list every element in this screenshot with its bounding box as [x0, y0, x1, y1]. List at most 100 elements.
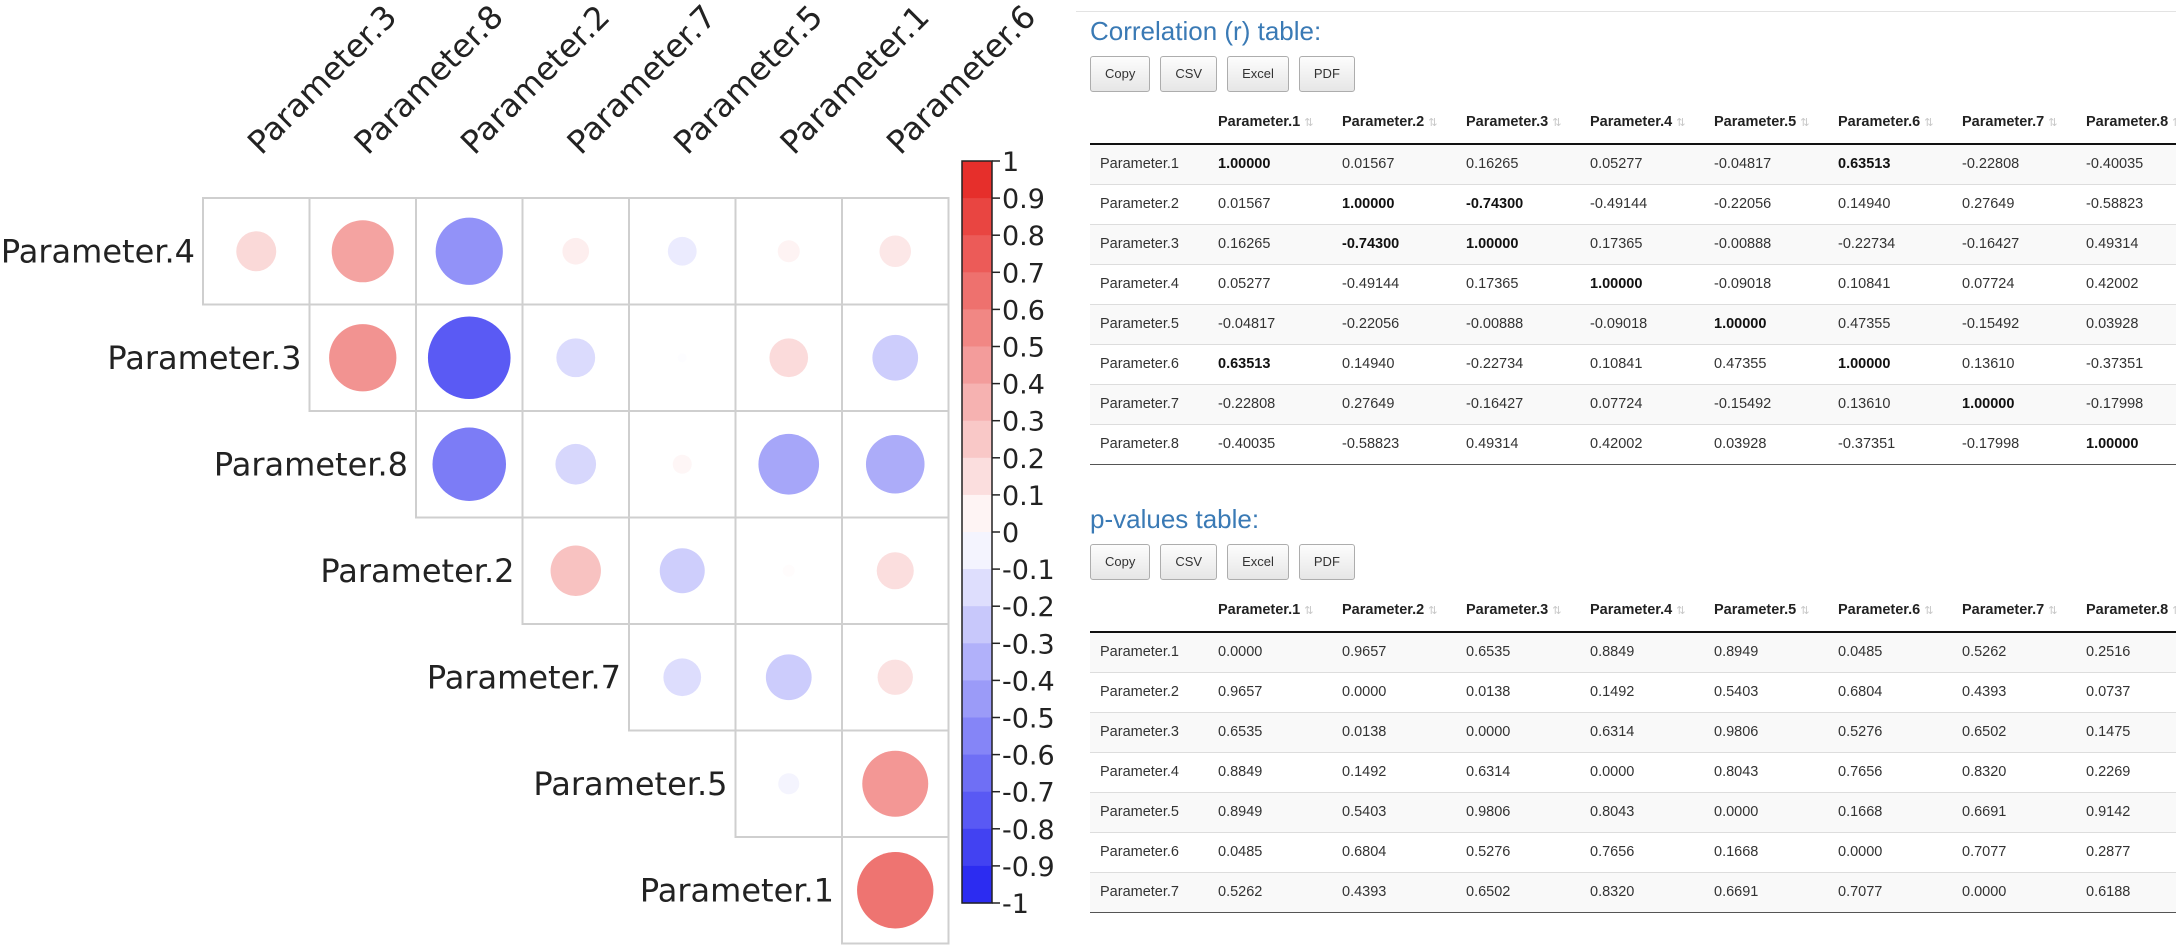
excel-export-button[interactable]: Excel	[1227, 56, 1289, 92]
table-row: Parameter.3 0.6535 0.0138 0.0000 0.6314 0.980…	[1090, 711, 2176, 752]
colorbar-tick-label: -0.6	[1002, 741, 1055, 772]
table-cell: 0.01567	[1208, 183, 1332, 224]
table-cell: 0.0000	[1828, 831, 1952, 872]
colorbar-segment	[962, 383, 992, 422]
sort-arrows-icon[interactable]: ⇅	[2048, 116, 2058, 129]
csv-export-button[interactable]: CSV	[1160, 544, 1218, 580]
colorbar-segment	[962, 346, 992, 385]
sort-arrows-icon[interactable]: ⇅	[1428, 116, 1438, 129]
table-cell: 0.8043	[1704, 751, 1828, 792]
pdf-export-button[interactable]: PDF	[1298, 56, 1355, 92]
column-header-parameter-4[interactable]: Parameter.4 ⇅	[1580, 100, 1704, 145]
sort-arrows-icon[interactable]: ⇅	[1676, 604, 1686, 617]
sort-arrows-icon[interactable]: ⇅	[1924, 116, 1934, 129]
correlation-circle	[879, 235, 912, 268]
table-cell: 0.6502	[1952, 711, 2076, 752]
sort-arrows-icon[interactable]: ⇅	[2172, 605, 2176, 617]
table-cell: -0.17998	[1952, 423, 2076, 465]
table-cell: 0.49314	[1456, 423, 1580, 465]
excel-export-button[interactable]: Excel	[1227, 544, 1289, 580]
sort-arrows-icon[interactable]: ⇅	[1552, 116, 1562, 129]
correlation-export-buttons: Copy CSV Excel PDF	[1090, 56, 2176, 92]
table-cell: 0.6691	[1704, 871, 1828, 913]
table-cell: 0.8320	[1952, 751, 2076, 792]
column-header-parameter-6[interactable]: Parameter.6 ⇅	[1828, 100, 1952, 145]
correlation-circle	[329, 324, 397, 392]
column-header-label: Parameter.4	[1590, 113, 1673, 130]
sort-arrows-icon[interactable]: ⇅	[1304, 116, 1314, 129]
table-cell: 0.6188	[2076, 871, 2176, 913]
top-divider	[1076, 11, 2176, 12]
pvalues-export-buttons: Copy CSV Excel PDF	[1090, 544, 2176, 580]
colorbar-segment	[962, 272, 992, 310]
table-cell: 0.47355	[1704, 343, 1828, 384]
table-cell: 0.2877	[2076, 831, 2176, 872]
table-cell: 0.14940	[1828, 183, 1952, 224]
sort-arrows-icon[interactable]: ⇅	[1428, 604, 1438, 617]
table-cell: -0.09018	[1580, 303, 1704, 344]
sort-arrows-icon[interactable]: ⇅	[1924, 604, 1934, 617]
row-label: Parameter.6	[1090, 343, 1208, 384]
table-cell: -0.22734	[1456, 343, 1580, 384]
column-header-parameter-1[interactable]: Parameter.1 ⇅	[1208, 100, 1332, 145]
column-header-parameter-2[interactable]: Parameter.2 ⇅	[1332, 100, 1456, 145]
sort-arrows-icon[interactable]: ⇅	[1304, 604, 1314, 617]
column-header-parameter-7[interactable]: Parameter.7 ⇅	[1952, 588, 2076, 633]
column-header-parameter-5[interactable]: Parameter.5 ⇅	[1704, 100, 1828, 145]
table-cell: 0.5262	[1952, 631, 2076, 672]
table-cell: 0.0000	[1704, 791, 1828, 832]
column-header-parameter-2[interactable]: Parameter.2 ⇅	[1332, 588, 1456, 633]
row-variable-label: Parameter.1	[640, 871, 834, 909]
table-cell: 0.7077	[1952, 831, 2076, 872]
table-row: Parameter.1 1.00000 0.01567 0.16265 0.05277-…	[1090, 143, 2176, 184]
table-cell: 0.27649	[1952, 183, 2076, 224]
sort-arrows-icon[interactable]: ⇅	[1800, 604, 1810, 617]
column-header-parameter-5[interactable]: Parameter.5 ⇅	[1704, 588, 1828, 633]
sort-arrows-icon[interactable]: ⇅	[2048, 604, 2058, 617]
sort-arrows-icon[interactable]: ⇅	[1676, 116, 1686, 129]
pdf-export-button[interactable]: PDF	[1298, 544, 1355, 580]
row-label: Parameter.8	[1090, 423, 1208, 465]
pvalues-table: Parameter.1 ⇅ Parameter.2 ⇅ Parameter.3 ⇅ Para…	[1090, 588, 2176, 913]
column-header-parameter-7[interactable]: Parameter.7 ⇅	[1952, 100, 2076, 145]
column-header-label: Parameter.4	[1590, 601, 1673, 618]
colorbar-tick-label: 0	[1002, 518, 1019, 549]
table-cell: 0.6502	[1456, 871, 1580, 913]
column-header-parameter-8[interactable]: Parameter.8⇅	[2076, 100, 2176, 145]
column-header-parameter-4[interactable]: Parameter.4 ⇅	[1580, 588, 1704, 633]
column-header-label: Parameter.2	[1342, 601, 1425, 618]
colorbar-segment	[962, 235, 992, 273]
column-header-parameter-6[interactable]: Parameter.6 ⇅	[1828, 588, 1952, 633]
column-header-parameter-8[interactable]: Parameter.8⇅	[2076, 588, 2176, 633]
table-cell: 0.01567	[1332, 143, 1456, 184]
copy-export-button[interactable]: Copy	[1090, 544, 1151, 580]
colorbar-tick-label: -1	[1002, 889, 1029, 920]
correlation-circle	[331, 220, 394, 283]
copy-export-button[interactable]: Copy	[1090, 56, 1151, 92]
correlation-circle	[556, 338, 596, 378]
table-cell: -0.22056	[1332, 303, 1456, 344]
column-header-label: Parameter.2	[1342, 113, 1425, 130]
column-header-parameter-3[interactable]: Parameter.3 ⇅	[1456, 588, 1580, 633]
column-header-parameter-1[interactable]: Parameter.1 ⇅	[1208, 588, 1332, 633]
table-cell: 0.0138	[1332, 711, 1456, 752]
column-header-parameter-3[interactable]: Parameter.3 ⇅	[1456, 100, 1580, 145]
table-cell: 0.0000	[1332, 671, 1456, 712]
table-cell: 0.4393	[1952, 671, 2076, 712]
table-cell: 0.0000	[1208, 631, 1332, 672]
correlation-circle	[432, 427, 507, 502]
sort-arrows-icon[interactable]: ⇅	[1552, 604, 1562, 617]
colorbar-segment	[962, 791, 992, 830]
table-cell: 0.2269	[2076, 751, 2176, 792]
column-header-label: Parameter.7	[1962, 113, 2045, 130]
correlation-circle	[555, 443, 597, 485]
table-cell: -0.22734	[1828, 223, 1952, 264]
sort-arrows-icon[interactable]: ⇅	[2172, 117, 2176, 129]
row-variable-label: Parameter.7	[427, 658, 621, 696]
csv-export-button[interactable]: CSV	[1160, 56, 1218, 92]
table-cell: 0.1668	[1704, 831, 1828, 872]
colorbar-tick-label: 0.7	[1002, 258, 1045, 289]
sort-arrows-icon[interactable]: ⇅	[1800, 116, 1810, 129]
colorbar-segment	[962, 420, 992, 459]
row-label: Parameter.7	[1090, 871, 1208, 913]
